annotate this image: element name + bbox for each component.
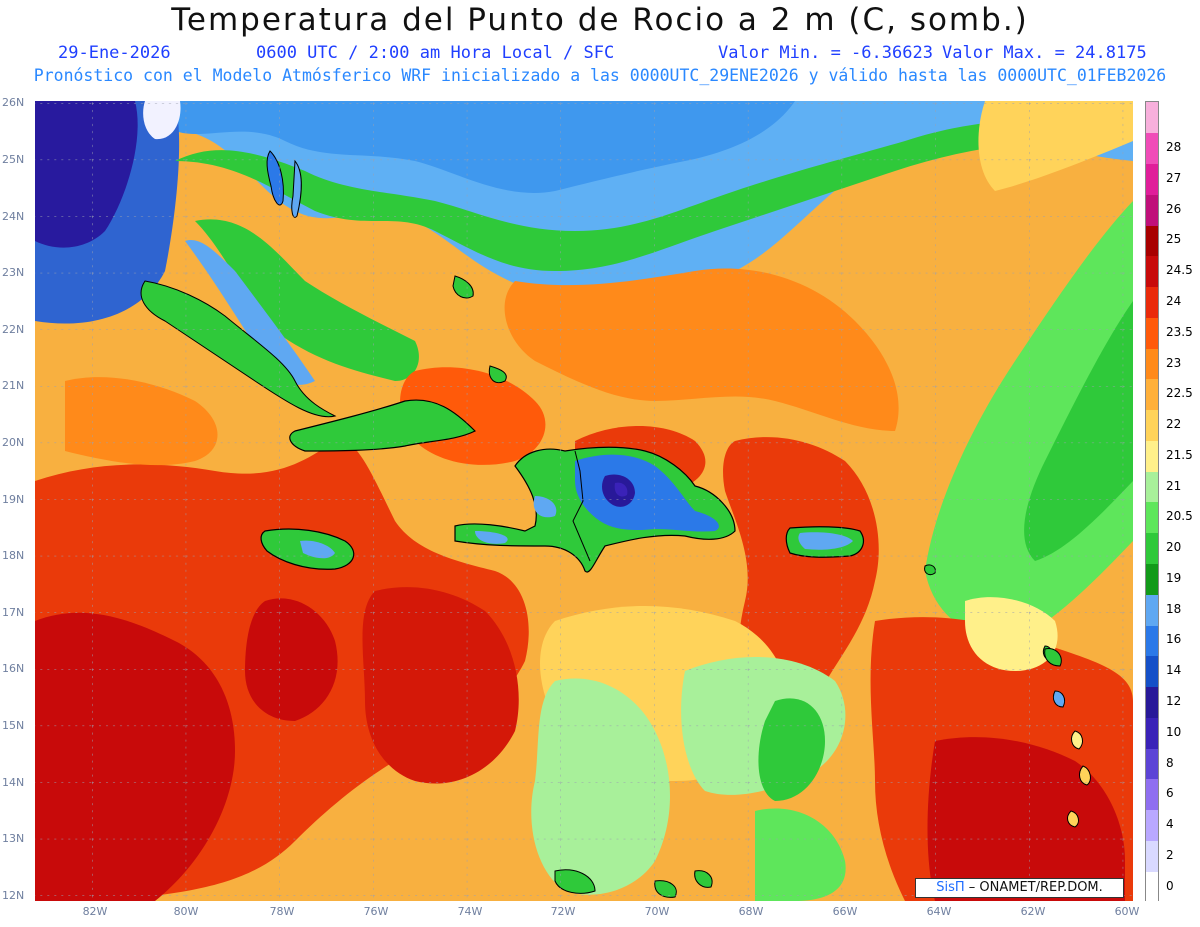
color-scale-segment xyxy=(1146,440,1158,472)
color-scale-label: 2 xyxy=(1166,847,1174,862)
dewpoint-map xyxy=(35,101,1133,901)
color-scale-label: 23.5 xyxy=(1166,324,1193,339)
color-scale-segment xyxy=(1146,748,1158,780)
color-scale-segment xyxy=(1146,132,1158,165)
color-scale-segment xyxy=(1146,378,1158,411)
color-scale-segment xyxy=(1146,871,1158,903)
credit-text: – ONAMET/REP.DOM. xyxy=(968,880,1103,895)
lat-label: 15N xyxy=(2,719,25,732)
lat-label: 21N xyxy=(2,379,25,392)
lon-label: 70W xyxy=(644,905,670,918)
color-scale-segment xyxy=(1146,348,1158,380)
color-scale-segment xyxy=(1146,778,1158,811)
color-scale-label: 23 xyxy=(1166,355,1182,370)
color-scale-segment xyxy=(1146,563,1158,595)
color-scale-segment xyxy=(1146,625,1158,657)
color-scale-label: 27 xyxy=(1166,170,1182,185)
color-scale-segment xyxy=(1146,809,1158,841)
color-scale-segment xyxy=(1146,163,1158,195)
color-scale-segment xyxy=(1146,840,1158,872)
color-scale-segment xyxy=(1146,532,1158,565)
color-scale-segment xyxy=(1146,717,1158,749)
color-scale-label: 0 xyxy=(1166,878,1174,893)
lon-label: 62W xyxy=(1020,905,1046,918)
lon-label: 82W xyxy=(82,905,108,918)
color-scale-label: 25 xyxy=(1166,232,1182,247)
lat-label: 22N xyxy=(2,323,25,336)
lat-label: 19N xyxy=(2,493,25,506)
color-scale-label: 21.5 xyxy=(1166,447,1193,462)
color-scale-label: 24.5 xyxy=(1166,263,1193,278)
color-scale-label: 19 xyxy=(1166,570,1182,585)
color-scale-label: 6 xyxy=(1166,786,1174,801)
color-scale-segment xyxy=(1146,102,1158,134)
color-scale-label: 12 xyxy=(1166,694,1182,708)
lon-label: 66W xyxy=(832,905,858,918)
color-scale-label: 14 xyxy=(1166,663,1182,678)
forecast-date: 29-Ene-2026 xyxy=(58,43,171,63)
lat-label: 20N xyxy=(2,436,25,449)
color-scale-segment xyxy=(1146,255,1158,288)
map-title: Temperatura del Punto de Rocio a 2 m (C,… xyxy=(171,2,1029,38)
lon-label: 60W xyxy=(1114,905,1140,918)
color-scale-segment xyxy=(1146,471,1158,503)
color-scale-label: 22 xyxy=(1166,417,1182,432)
color-scale-label: 28 xyxy=(1166,140,1182,155)
lat-label: 12N xyxy=(2,889,25,902)
sisp-logo-text: SisΠ xyxy=(936,880,965,895)
color-scale-label: 24 xyxy=(1166,294,1182,308)
lon-label: 72W xyxy=(550,905,576,918)
lat-label: 26N xyxy=(2,96,25,109)
min-value: Valor Min. = -6.36623 xyxy=(718,43,933,63)
color-scale-label: 21 xyxy=(1166,478,1182,493)
lat-label: 24N xyxy=(2,210,25,223)
color-scale-segment xyxy=(1146,317,1158,349)
color-scale-label: 8 xyxy=(1166,755,1174,770)
color-scale-label: 16 xyxy=(1166,632,1182,647)
model-subtitle: Pronóstico con el Modelo Atmósferico WRF… xyxy=(33,66,1167,85)
lon-label: 76W xyxy=(363,905,389,918)
color-scale-segment xyxy=(1146,686,1158,718)
lat-label: 13N xyxy=(2,832,25,845)
color-scale-label: 18 xyxy=(1166,601,1182,616)
color-scale-label: 22.5 xyxy=(1166,386,1193,401)
color-scale-segment xyxy=(1146,286,1158,318)
lat-label: 18N xyxy=(2,549,25,562)
lon-label: 64W xyxy=(926,905,952,918)
color-scale-label: 20.5 xyxy=(1166,509,1193,524)
lon-label: 80W xyxy=(173,905,199,918)
lat-label: 14N xyxy=(2,776,25,789)
color-scale-segment xyxy=(1146,594,1158,626)
lat-label: 17N xyxy=(2,606,25,619)
lon-label: 68W xyxy=(738,905,764,918)
lat-label: 16N xyxy=(2,662,25,675)
lon-label: 74W xyxy=(457,905,483,918)
color-scale-segment xyxy=(1146,409,1158,441)
forecast-time: 0600 UTC / 2:00 am Hora Local / SFC xyxy=(256,43,615,63)
color-scale-segment xyxy=(1146,225,1158,257)
max-value: Valor Max. = 24.8175 xyxy=(942,43,1147,63)
color-scale-segment xyxy=(1146,194,1158,226)
lat-label: 25N xyxy=(2,153,25,166)
lat-label: 23N xyxy=(2,266,25,279)
color-scale-label: 20 xyxy=(1166,540,1182,555)
color-scale-segment xyxy=(1146,502,1158,534)
color-scale-label: 26 xyxy=(1166,201,1182,216)
color-scale-label: 10 xyxy=(1166,724,1182,739)
credit-box: SisΠ – ONAMET/REP.DOM. xyxy=(915,878,1124,898)
color-scale-bar xyxy=(1145,101,1159,903)
color-scale-label: 4 xyxy=(1166,817,1174,832)
color-scale-segment xyxy=(1146,655,1158,688)
lon-label: 78W xyxy=(269,905,295,918)
